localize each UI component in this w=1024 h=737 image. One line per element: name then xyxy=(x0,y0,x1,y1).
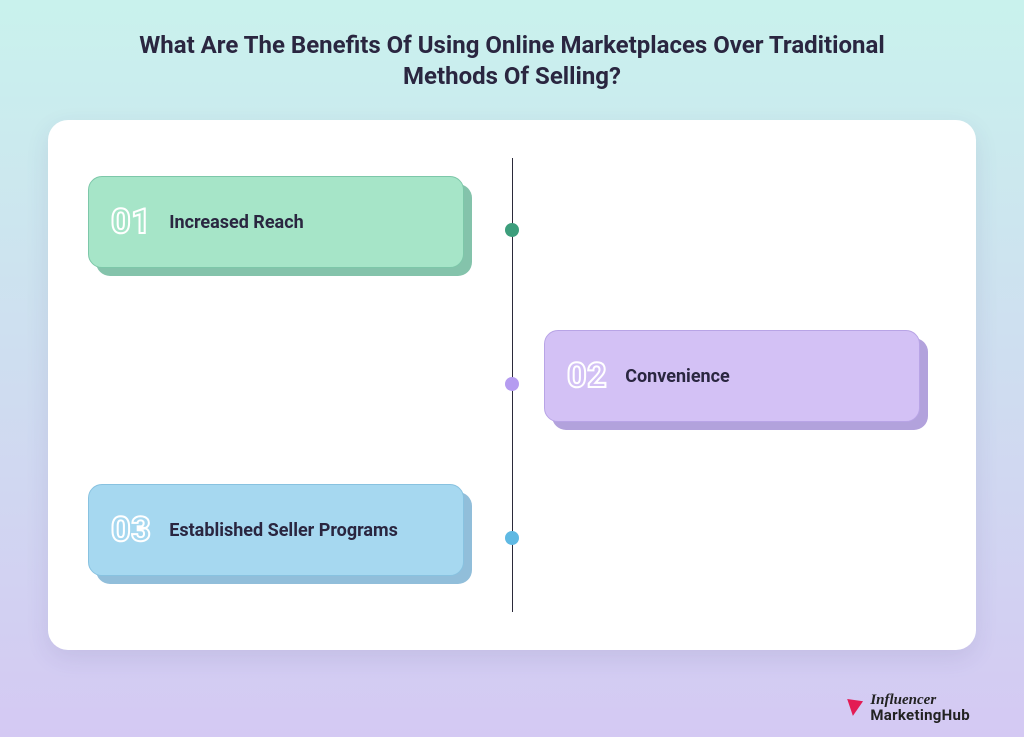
pill-face: 02 Convenience xyxy=(544,330,920,422)
brand-line2: MarketingHub xyxy=(870,708,970,723)
benefit-number: 01 xyxy=(111,202,151,242)
benefit-label: Increased Reach xyxy=(169,212,303,233)
benefit-pill: 01 Increased Reach xyxy=(96,184,472,276)
brand-logo: Influencer MarketingHub xyxy=(846,693,970,723)
page: What Are The Benefits Of Using Online Ma… xyxy=(0,0,1024,737)
pill-face: 01 Increased Reach xyxy=(88,176,464,268)
brand-text: Influencer MarketingHub xyxy=(870,693,970,723)
benefit-pill: 03 Established Seller Programs xyxy=(96,492,472,584)
benefit-label: Established Seller Programs xyxy=(169,520,398,541)
pill-face: 03 Established Seller Programs xyxy=(88,484,464,576)
benefit-number: 02 xyxy=(567,356,607,396)
benefit-item: 03 Established Seller Programs xyxy=(96,492,512,584)
benefit-label: Convenience xyxy=(625,366,730,387)
timeline-dot xyxy=(505,531,519,545)
brand-mark-icon xyxy=(845,699,863,717)
benefit-item: 01 Increased Reach xyxy=(96,184,512,276)
benefit-number: 03 xyxy=(111,510,151,550)
benefit-pill: 02 Convenience xyxy=(552,338,928,430)
timeline-dot xyxy=(505,223,519,237)
page-title: What Are The Benefits Of Using Online Ma… xyxy=(112,30,912,92)
content-card: 01 Increased Reach 02 Convenience 03 xyxy=(48,120,976,650)
benefit-item: 02 Convenience xyxy=(512,338,928,430)
timeline-dot xyxy=(505,377,519,391)
